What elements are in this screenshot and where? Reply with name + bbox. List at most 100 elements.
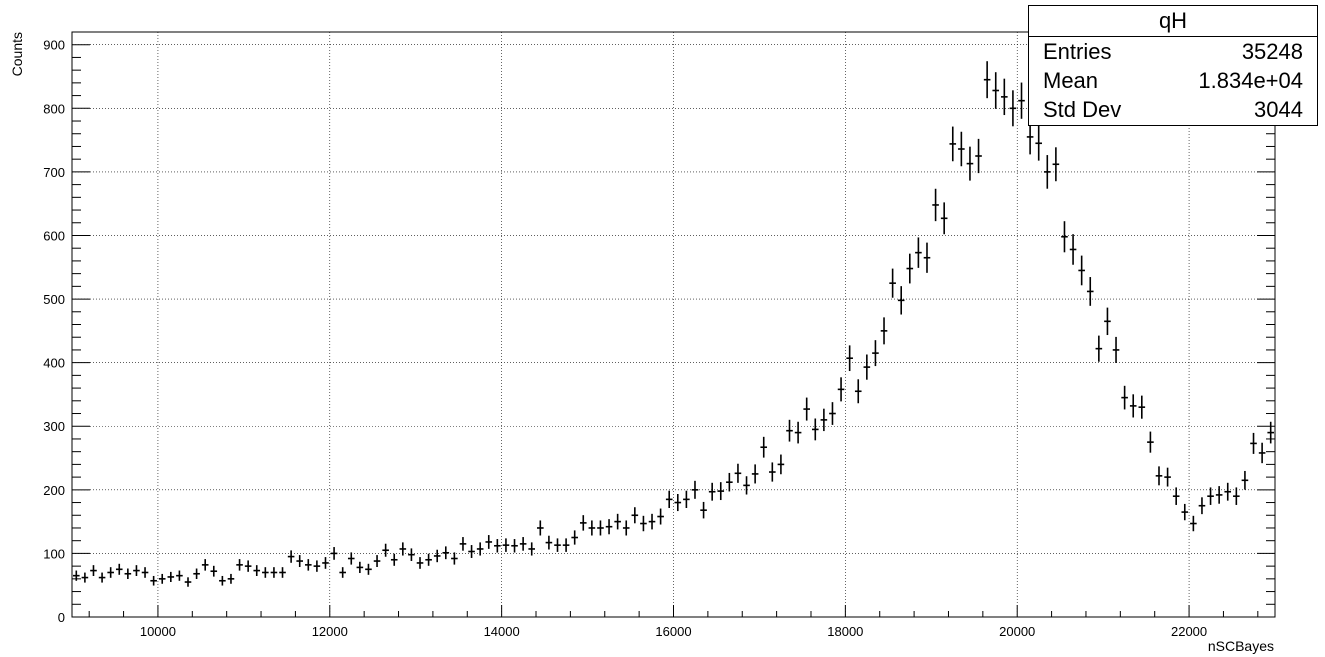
- data-point: [227, 573, 235, 584]
- data-point: [433, 549, 441, 563]
- data-point: [820, 408, 828, 432]
- data-point: [365, 563, 372, 575]
- data-point: [811, 418, 819, 441]
- data-point: [1069, 234, 1077, 265]
- data-point: [193, 568, 200, 580]
- data-point: [262, 567, 269, 578]
- data-point: [1001, 78, 1008, 116]
- data-point: [98, 572, 106, 583]
- data-point: [545, 535, 553, 550]
- data-point: [528, 542, 536, 556]
- data-point: [485, 535, 493, 549]
- y-tick-label: 200: [43, 483, 65, 498]
- data-point: [1138, 395, 1146, 419]
- data-point: [1198, 497, 1206, 515]
- data-point: [966, 146, 974, 181]
- data-point: [554, 538, 561, 552]
- data-point: [992, 72, 1000, 109]
- data-point: [786, 419, 793, 442]
- x-tick-label: 20000: [999, 624, 1035, 639]
- data-point: [73, 570, 80, 581]
- data-point: [674, 494, 682, 512]
- data-point: [167, 571, 175, 582]
- data-point: [975, 138, 982, 174]
- data-point: [837, 377, 845, 402]
- data-point: [451, 552, 458, 565]
- data-point: [588, 520, 596, 536]
- stats-label: Entries: [1043, 39, 1112, 64]
- data-point: [1086, 277, 1094, 306]
- data-point: [657, 508, 664, 525]
- data-point: [339, 567, 346, 578]
- data-point: [390, 553, 398, 566]
- stats-row-entries: Entries 35248: [1029, 37, 1317, 66]
- data-point: [1052, 147, 1060, 182]
- data-point: [571, 530, 578, 545]
- data-point: [889, 268, 896, 298]
- data-point: [760, 436, 768, 458]
- data-point: [305, 559, 312, 571]
- data-point: [854, 379, 862, 404]
- data-point: [605, 519, 613, 535]
- data-point: [270, 567, 278, 578]
- data-point: [90, 565, 97, 577]
- x-tick-label: 12000: [312, 624, 348, 639]
- data-point: [537, 520, 544, 536]
- data-point: [253, 565, 261, 577]
- data-point: [1190, 515, 1197, 532]
- x-tick-label: 18000: [827, 624, 863, 639]
- data-point: [210, 565, 218, 577]
- data-point: [683, 490, 690, 509]
- data-point: [743, 476, 750, 495]
- data-point: [794, 421, 802, 444]
- data-point: [1172, 487, 1180, 505]
- data-point: [296, 555, 304, 568]
- data-point: [648, 513, 656, 530]
- data-point: [597, 520, 604, 536]
- x-tick-label: 16000: [655, 624, 691, 639]
- data-point: [133, 565, 140, 577]
- data-point: [579, 515, 587, 531]
- data-point: [897, 286, 905, 315]
- data-point: [1129, 394, 1137, 418]
- data-point: [244, 560, 252, 572]
- data-point: [777, 454, 785, 475]
- data-point: [1155, 466, 1163, 486]
- data-point: [494, 539, 501, 553]
- data-point: [622, 520, 630, 536]
- data-point: [1147, 431, 1154, 453]
- data-point: [519, 537, 527, 551]
- data-point: [923, 242, 931, 273]
- data-point: [502, 538, 510, 552]
- stats-title: qH: [1029, 6, 1317, 37]
- stats-label: Std Dev: [1043, 97, 1122, 122]
- data-point: [1078, 255, 1085, 286]
- data-point: [313, 560, 321, 572]
- data-point: [416, 557, 424, 569]
- data-point: [287, 550, 295, 563]
- data-point: [1104, 307, 1111, 336]
- data-point: [150, 575, 157, 586]
- data-point: [983, 61, 991, 99]
- y-tick-label: 700: [43, 165, 65, 180]
- data-point: [1233, 487, 1240, 505]
- data-point: [356, 561, 364, 574]
- data-point: [726, 472, 733, 492]
- stats-box: qH Entries 35248 Mean 1.834e+04 Std Dev …: [1028, 5, 1318, 126]
- data-point: [236, 559, 243, 571]
- data-point: [846, 345, 853, 372]
- data-point: [1181, 503, 1189, 521]
- data-point: [1095, 335, 1103, 362]
- data-point: [906, 253, 914, 284]
- data-point: [399, 542, 407, 556]
- data-point: [691, 480, 699, 499]
- data-point: [1035, 125, 1042, 161]
- data-point: [124, 568, 132, 580]
- data-point: [1043, 155, 1051, 189]
- stats-value: 3044: [1254, 97, 1303, 122]
- y-tick-label: 300: [43, 419, 65, 434]
- data-point: [717, 482, 725, 501]
- data-point: [958, 131, 965, 167]
- data-point: [322, 557, 329, 569]
